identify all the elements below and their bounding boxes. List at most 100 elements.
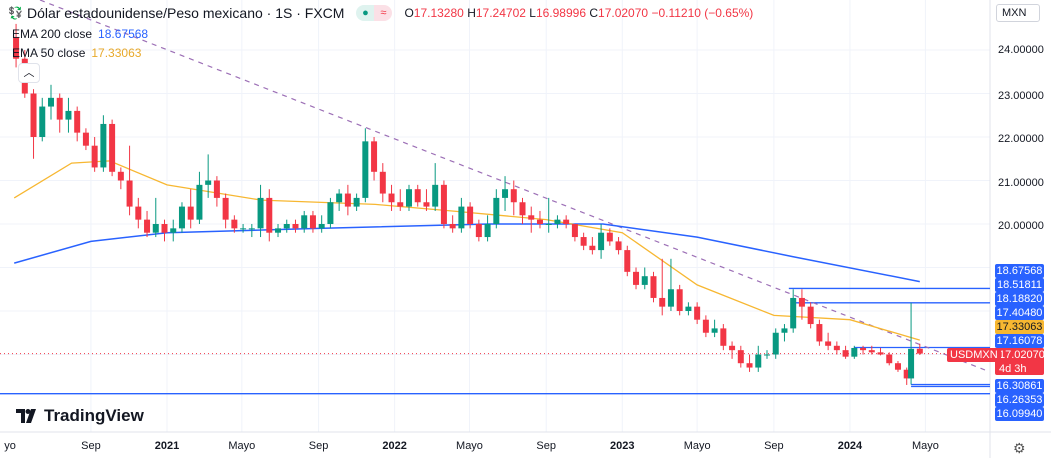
candle-body [283, 224, 290, 229]
last-price-label: 17.02070 4d 3h [995, 348, 1045, 375]
candle-body [65, 110, 72, 120]
candle-body [161, 224, 168, 233]
candle-body [746, 363, 753, 368]
candle-body [685, 306, 692, 311]
candle-body [563, 219, 570, 224]
candle-body [126, 180, 133, 207]
settings-gear-icon[interactable]: ⚙ [1013, 440, 1026, 456]
candle-body [842, 350, 849, 357]
candle-body [536, 219, 543, 224]
price-label-level: 16.09940 [995, 407, 1044, 421]
usd-mxn-flag-icon: 💱 [8, 6, 23, 20]
candle-body [886, 354, 893, 364]
currency-button[interactable]: MXN [996, 4, 1040, 22]
candle-body [240, 228, 247, 230]
candle-body [458, 206, 465, 229]
candle-body [475, 224, 482, 238]
candle-body [231, 219, 238, 229]
candle-body [729, 345, 736, 351]
price-tick: 24.00000 [998, 44, 1044, 56]
candle-body [816, 324, 823, 342]
candle-body [432, 184, 439, 207]
candle-body [807, 306, 814, 325]
data-delay-icon: ≈ [374, 5, 393, 21]
candle-body [275, 228, 282, 233]
candle-body [606, 232, 613, 242]
time-axis-label: Sep [764, 440, 784, 452]
candle-body [117, 171, 124, 181]
price-label-level: 16.26353 [995, 393, 1044, 407]
candle-body [371, 141, 378, 172]
candle-body [676, 289, 683, 311]
candle-body [484, 224, 491, 238]
price-label-level: 16.30861 [995, 379, 1044, 393]
time-axis-label: yo [4, 440, 16, 452]
candle-body [344, 193, 351, 207]
candle-body [641, 276, 648, 285]
price-label-level: 18.51811 [995, 278, 1044, 292]
status-pill[interactable]: ● ≈ [356, 5, 393, 21]
candle-body [633, 271, 640, 285]
price-label-ema50: 17.33063 [995, 320, 1044, 334]
symbol-title: Dólar estadounidense/Peso mexicano · 1S … [26, 5, 345, 21]
candle-body [755, 354, 762, 368]
candle-body [711, 328, 718, 333]
candle-body [624, 250, 631, 272]
candle-body [91, 145, 98, 168]
candle-body [135, 206, 142, 220]
candle-body [187, 206, 194, 220]
candle-body [772, 332, 779, 355]
candle-body [39, 106, 46, 137]
candle-body [152, 224, 159, 233]
tradingview-logo[interactable]: TradingView [16, 406, 144, 426]
candle-body [440, 184, 447, 224]
candle-body [144, 219, 151, 233]
candle-body [292, 224, 299, 229]
candle-body [589, 245, 596, 251]
candle-body [414, 189, 421, 203]
candle-body [868, 350, 875, 353]
time-axis-label: 2021 [154, 440, 180, 452]
price-tick: 23.00000 [998, 90, 1044, 102]
candle-body [580, 237, 587, 246]
candle-body [851, 347, 858, 357]
time-axis-label: 2023 [610, 440, 635, 452]
candle-body [467, 206, 474, 224]
candle-body [318, 224, 325, 229]
candle-body [222, 197, 229, 220]
candle-body [781, 328, 788, 333]
tradingview-logo-icon [16, 409, 36, 423]
candle-body [833, 345, 840, 351]
time-axis-label: Mayo [228, 440, 256, 452]
candle-body [737, 350, 744, 364]
candle-body [196, 184, 203, 220]
candle-body [502, 189, 509, 198]
ema50-legend[interactable]: EMA 50 close 17.33063 [12, 46, 142, 60]
chevron-up-icon[interactable]: ︿ [18, 63, 40, 83]
candle-body [510, 189, 517, 203]
ema200-legend[interactable]: EMA 200 close 18.67568 [12, 27, 149, 41]
candle-body [178, 206, 185, 229]
time-axis-label: 2022 [382, 440, 407, 452]
candle-body [519, 202, 526, 216]
price-label-level: 17.16078 [995, 334, 1044, 348]
candle-body [894, 363, 901, 370]
price-tick: 21.00000 [998, 177, 1044, 189]
candle-body [257, 197, 264, 229]
candle-body [109, 123, 116, 172]
candle-body [908, 348, 915, 379]
ohlc-values: O17.13280 H17.24702 L16.98996 C17.02070 … [404, 6, 754, 20]
ema50-line [13, 160, 920, 341]
price-label-ema200: 18.67568 [995, 264, 1044, 278]
time-axis-label: Sep [308, 440, 329, 452]
chart-legend: 💱 Dólar estadounidense/Peso mexicano · 1… [8, 5, 753, 21]
candle-body [397, 202, 404, 207]
candle-body [336, 193, 343, 203]
price-tick: 20.00000 [998, 220, 1044, 232]
candle-body [763, 354, 770, 356]
candle-body [493, 197, 500, 224]
candle-body [615, 241, 622, 251]
candle-body [205, 180, 212, 185]
time-axis-label: Sep [81, 440, 101, 452]
